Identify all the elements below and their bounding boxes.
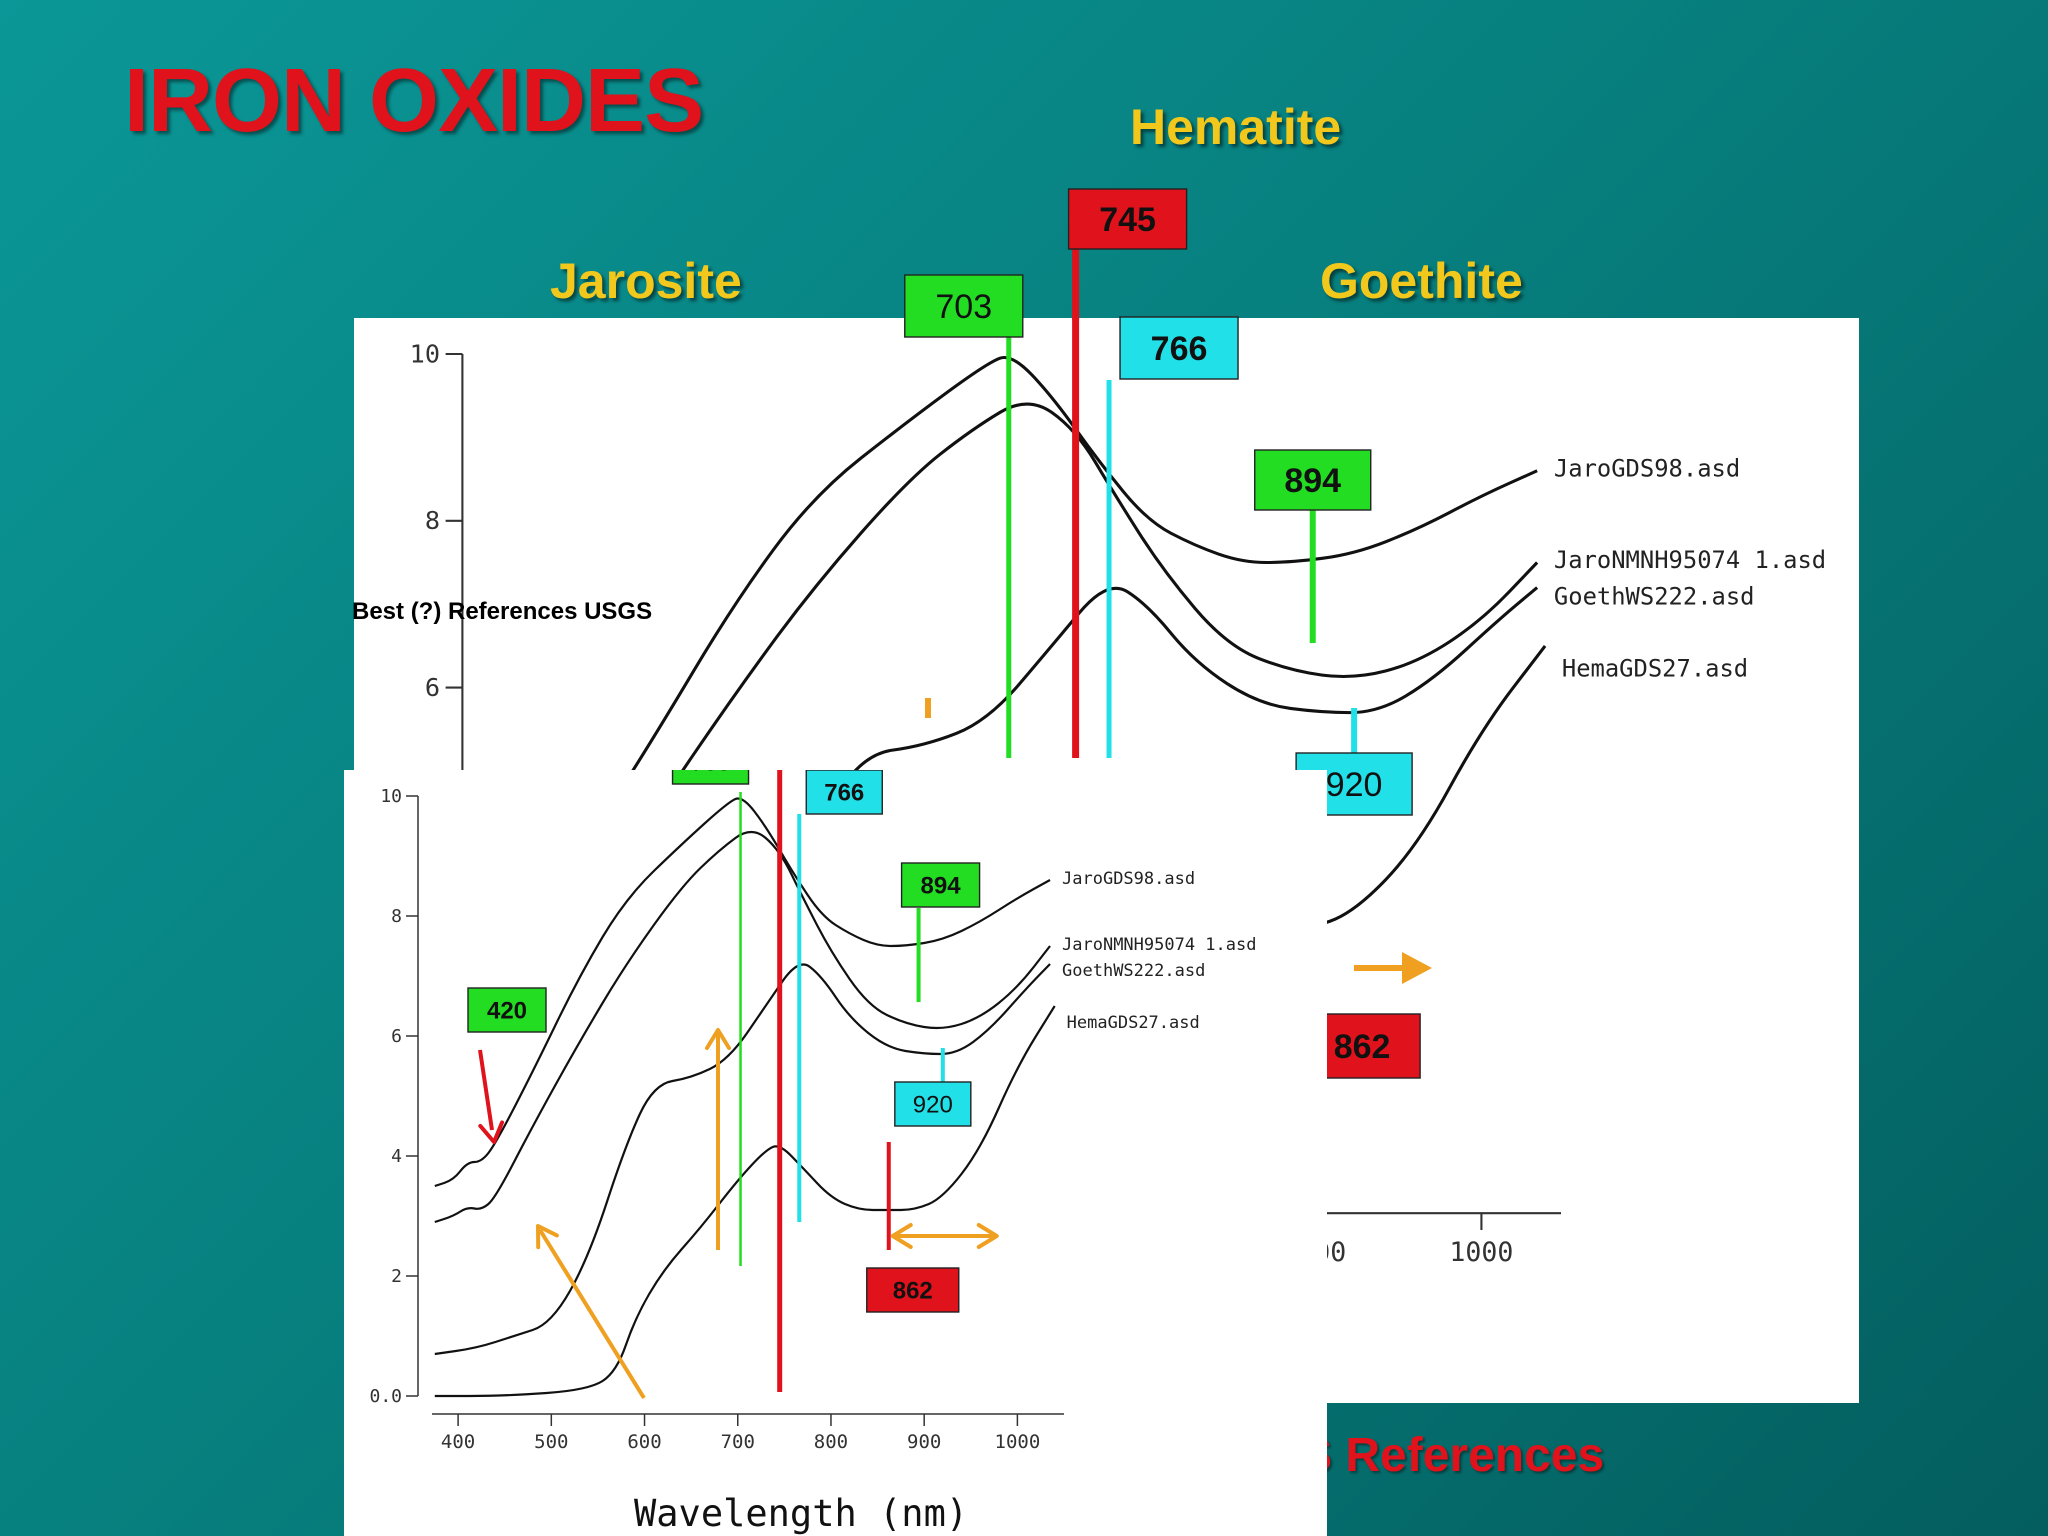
x-tick-label: 1000	[1449, 1237, 1513, 1268]
x-axis-label: Wavelength (nm)	[634, 1492, 969, 1535]
orange-double-arrowhead-left	[890, 1223, 913, 1249]
label-766: 766	[824, 779, 864, 806]
label-920: 920	[913, 1091, 953, 1118]
y-tick-label: 2	[391, 1266, 402, 1287]
label-894-box	[900, 862, 981, 908]
series-label: JaroNMNH95074 1.asd	[1062, 935, 1256, 955]
label-766-box	[805, 770, 883, 815]
series-label: HemaGDS27.asd	[1067, 1013, 1200, 1033]
y-tick-label: 6	[425, 673, 440, 702]
label-420-box	[467, 987, 547, 1033]
series-line-3	[434, 1005, 1056, 1398]
label-745-big: 745	[1099, 201, 1156, 239]
x-tick-label: 600	[627, 1431, 661, 1453]
label-920-big: 920	[1326, 766, 1383, 804]
label-420: 420	[487, 997, 527, 1024]
series-line-1	[434, 830, 1051, 1224]
label-703: 703	[691, 770, 731, 776]
label-862-box	[866, 1267, 960, 1313]
series-label: JaroNMNH95074 1.asd	[1554, 546, 1826, 574]
series-label: GoethWS222.asd	[1062, 961, 1205, 981]
best-references-label: Best (?) References USGS	[352, 598, 653, 625]
jarosite-label: Jarosite	[550, 253, 742, 309]
label-894-big-box	[1254, 449, 1372, 511]
orange-diagonal-arrow	[538, 1228, 646, 1400]
x-tick-label: 700	[721, 1431, 755, 1453]
y-tick-label: 0.0	[369, 1386, 402, 1407]
red-arrowhead-420	[478, 1120, 505, 1144]
series-label: HemaGDS27.asd	[1562, 655, 1748, 683]
y-tick-label: 10	[380, 786, 402, 807]
series-line-2	[434, 963, 1051, 1356]
slide-title: IRON OXIDES	[124, 51, 704, 151]
references-caption: S References	[1300, 1429, 1605, 1482]
label-703-box	[671, 770, 750, 785]
label-920-box	[894, 1081, 972, 1127]
orange-up-arrowhead	[705, 1028, 731, 1050]
x-tick-label: 800	[814, 1431, 848, 1453]
orange-arrowhead-big	[1402, 952, 1432, 984]
x-tick-label: 900	[907, 1431, 941, 1453]
y-tick-label: 8	[425, 506, 440, 535]
y-tick-label: 6	[391, 1026, 402, 1047]
label-862: 862	[893, 1277, 933, 1304]
series-line-0	[434, 797, 1051, 1188]
x-tick-label: 400	[441, 1431, 475, 1453]
front-panel: 0.0 2 4 6 8 10 400 500 600 700 800 900 1000 JaroGDS98…	[344, 770, 1327, 1536]
red-arrow-420	[478, 1049, 494, 1131]
y-tick-label: 8	[391, 906, 402, 927]
y-tick-label: 4	[391, 1146, 402, 1167]
label-862-big: 862	[1334, 1028, 1391, 1066]
y-tick-label: 10	[410, 339, 440, 368]
series-label: GoethWS222.asd	[1554, 582, 1755, 610]
orange-double-arrowhead-right	[976, 1223, 999, 1249]
front-spectra-chart: 0.0 2 4 6 8 10 400 500 600 700 800 900 1000 JaroGDS98…	[369, 770, 1256, 1453]
x-tick-label: 500	[534, 1431, 568, 1453]
orange-diagonal-arrowhead	[536, 1224, 559, 1250]
series-label: JaroGDS98.asd	[1554, 454, 1740, 482]
label-745-big-box	[1067, 188, 1188, 250]
label-894: 894	[921, 872, 962, 899]
goethite-label: Goethite	[1320, 253, 1523, 309]
hematite-label: Hematite	[1130, 99, 1342, 155]
label-894-big: 894	[1284, 462, 1341, 500]
series-label: JaroGDS98.asd	[1062, 869, 1195, 889]
x-tick-label: 1000	[995, 1431, 1041, 1453]
